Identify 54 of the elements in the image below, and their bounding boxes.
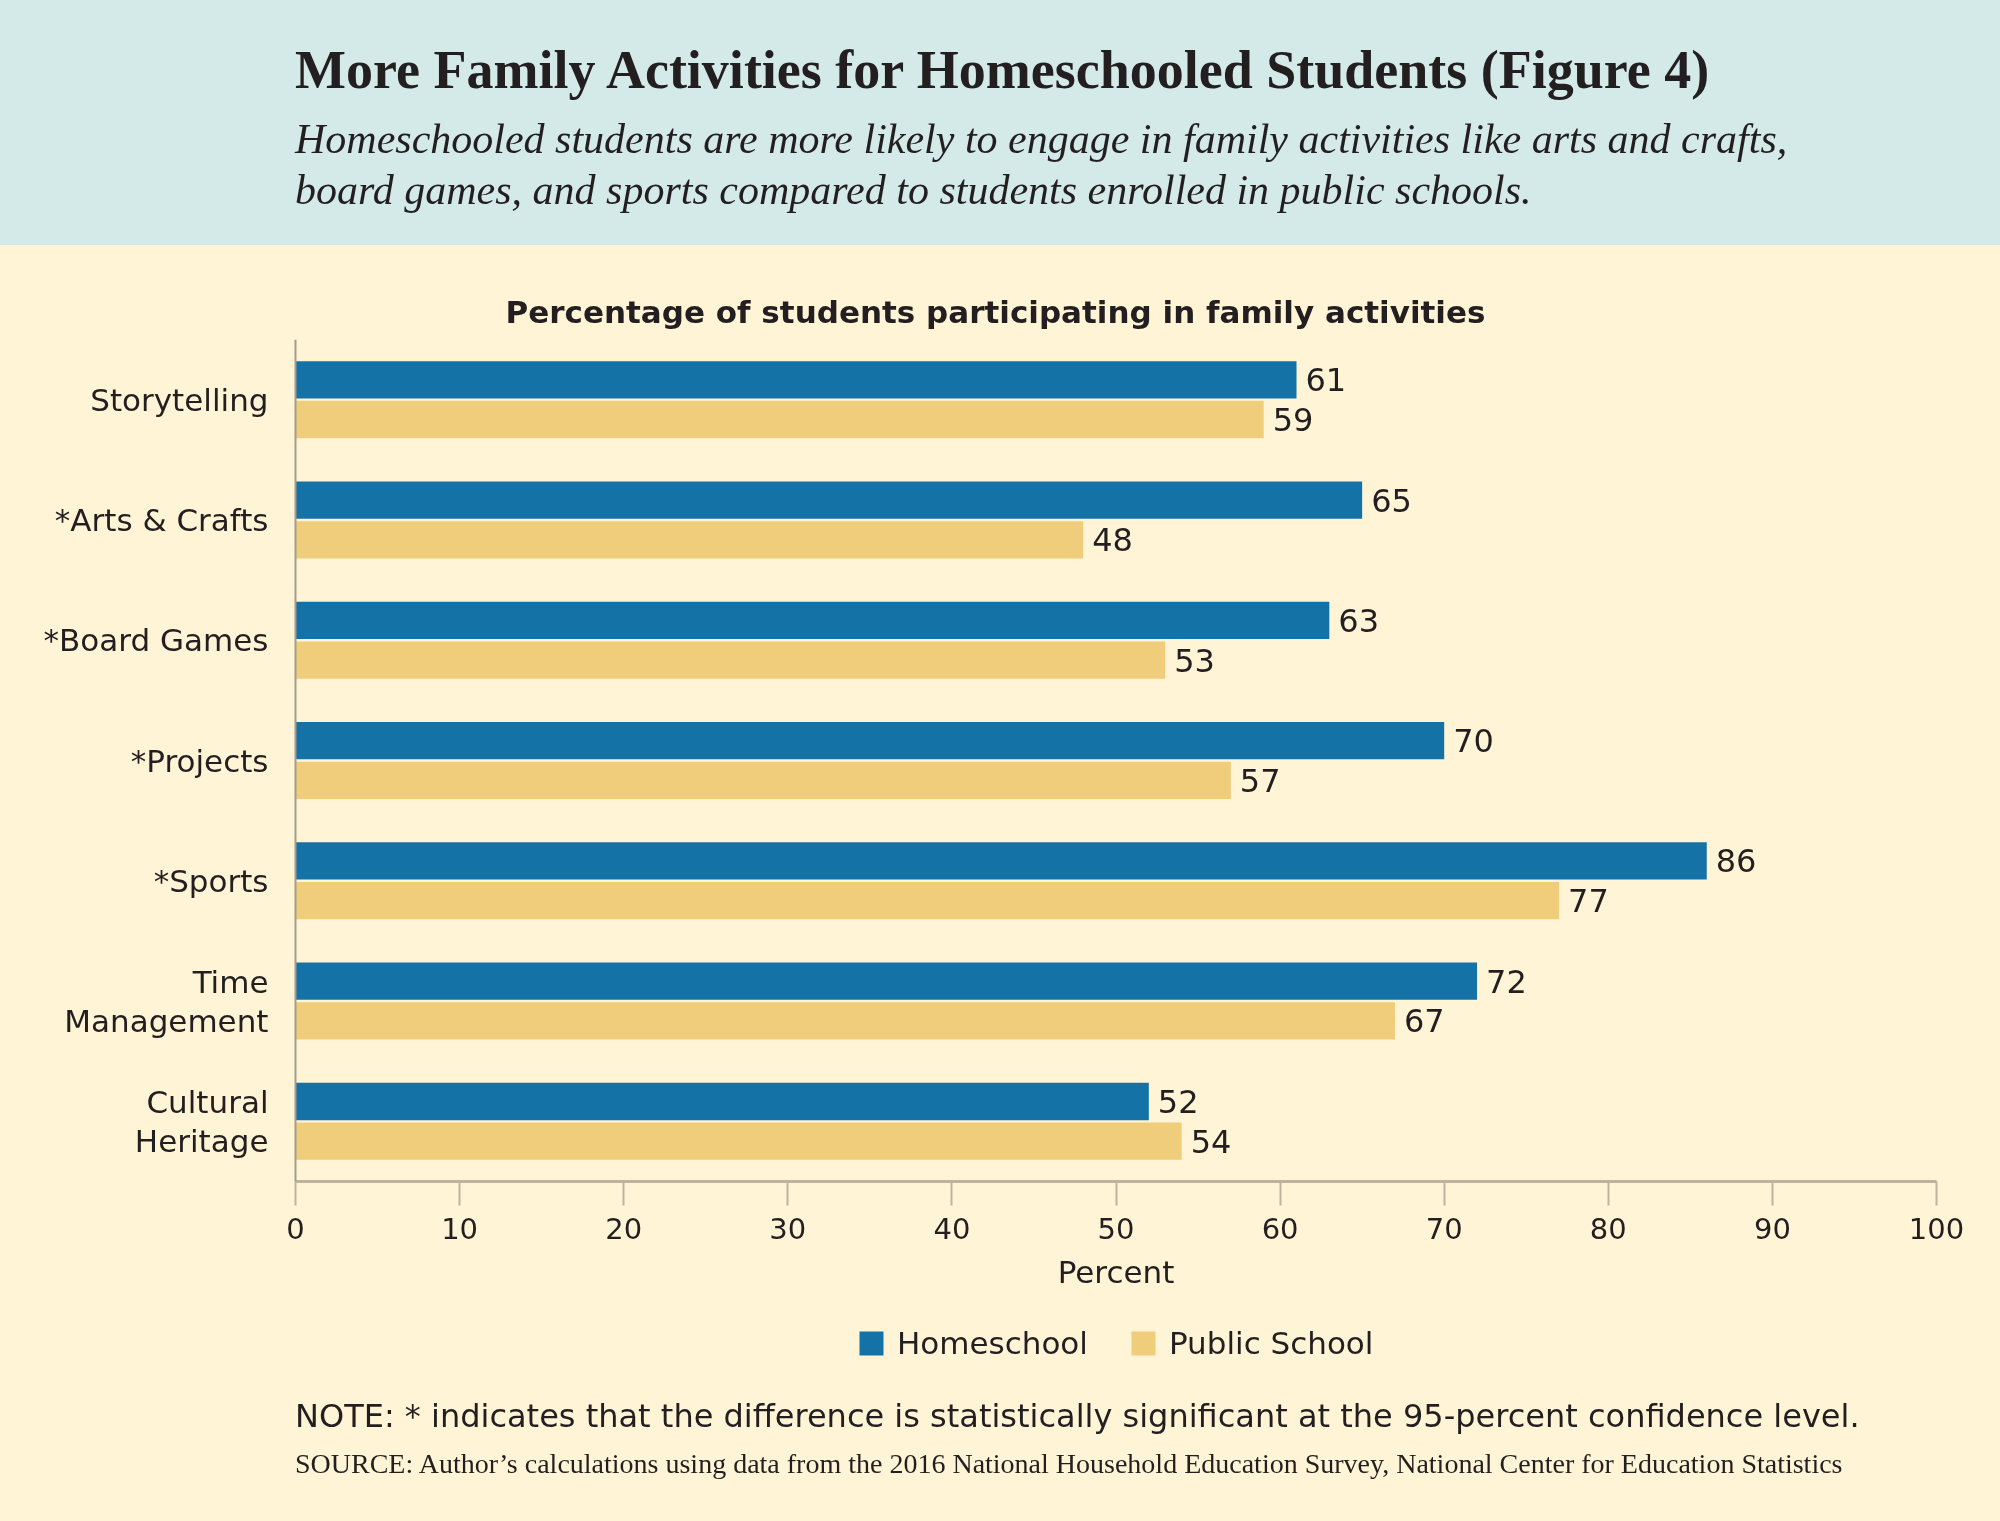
x-tick-label: 40 [933, 1211, 971, 1246]
data-label: 53 [1174, 641, 1215, 680]
bar [295, 962, 1478, 1000]
x-tick-label: 10 [441, 1211, 479, 1246]
chart-title: More Family Activities for Homeschooled Students (Figure 4) [295, 39, 1711, 101]
x-tick-label: 0 [286, 1211, 305, 1246]
x-tick-label: 90 [1753, 1211, 1791, 1246]
x-tick-label: 70 [1425, 1211, 1463, 1246]
bar [295, 481, 1363, 519]
data-label: 65 [1371, 481, 1412, 520]
data-label: 52 [1157, 1083, 1199, 1122]
bar [295, 641, 1166, 679]
bar [295, 1002, 1395, 1040]
bar [295, 1082, 1149, 1121]
legend-label: Homeschool [897, 1325, 1088, 1361]
y-tick-label: Time Management [64, 963, 269, 1039]
bar [295, 722, 1445, 760]
y-tick-label: *Arts & Crafts [54, 501, 269, 538]
bar [295, 1122, 1182, 1160]
data-label: 63 [1338, 601, 1380, 640]
legend-label: Public School [1168, 1325, 1374, 1361]
data-label: 72 [1486, 962, 1527, 1001]
bar [295, 761, 1231, 799]
bar [295, 361, 1297, 399]
bar [295, 521, 1084, 559]
bar [295, 842, 1707, 880]
y-tick-label: Storytelling [90, 381, 269, 418]
x-tick-label: 60 [1261, 1211, 1299, 1246]
text: NOTE: * indicates that the difference is statistically significant at the 95-percent confidence level. [295, 1396, 1860, 1436]
data-label: 77 [1568, 882, 1609, 921]
x-tick-label: 30 [769, 1211, 807, 1246]
data-label: 59 [1272, 400, 1314, 439]
y-tick-label: Cultural Heritage [134, 1083, 269, 1159]
data-label: 67 [1403, 1002, 1445, 1041]
x-tick-label: 100 [1908, 1211, 1965, 1246]
data-label: 48 [1092, 521, 1133, 560]
x-axis-title: Percent [1057, 1253, 1175, 1290]
chart-subtitle: Homeschooled students are more likely to engage in family activities like arts and crafts, board games, and sports compared to students enrolled in public schools. [295, 115, 1789, 215]
data-label: 54 [1190, 1122, 1232, 1161]
x-tick-label: 50 [1097, 1211, 1135, 1246]
text: Percentage of students participating in family activities [505, 293, 1486, 330]
bar [295, 881, 1560, 920]
y-tick-label: *Sports [153, 862, 269, 899]
bar [295, 400, 1264, 439]
bar [295, 601, 1330, 640]
source-note: SOURCE: Author’s calculations using data from the 2016 National Household Education Survey, National Center for Education Statistics [295, 1447, 1844, 1481]
data-label: 70 [1453, 722, 1494, 761]
data-label: 61 [1305, 361, 1347, 400]
data-label: 86 [1715, 842, 1757, 881]
x-tick-label: 80 [1589, 1211, 1627, 1246]
data-label: 57 [1239, 761, 1281, 800]
y-tick-label: *Projects [130, 742, 269, 779]
x-tick-label: 20 [605, 1211, 643, 1246]
y-tick-label: *Board Games [43, 622, 269, 659]
